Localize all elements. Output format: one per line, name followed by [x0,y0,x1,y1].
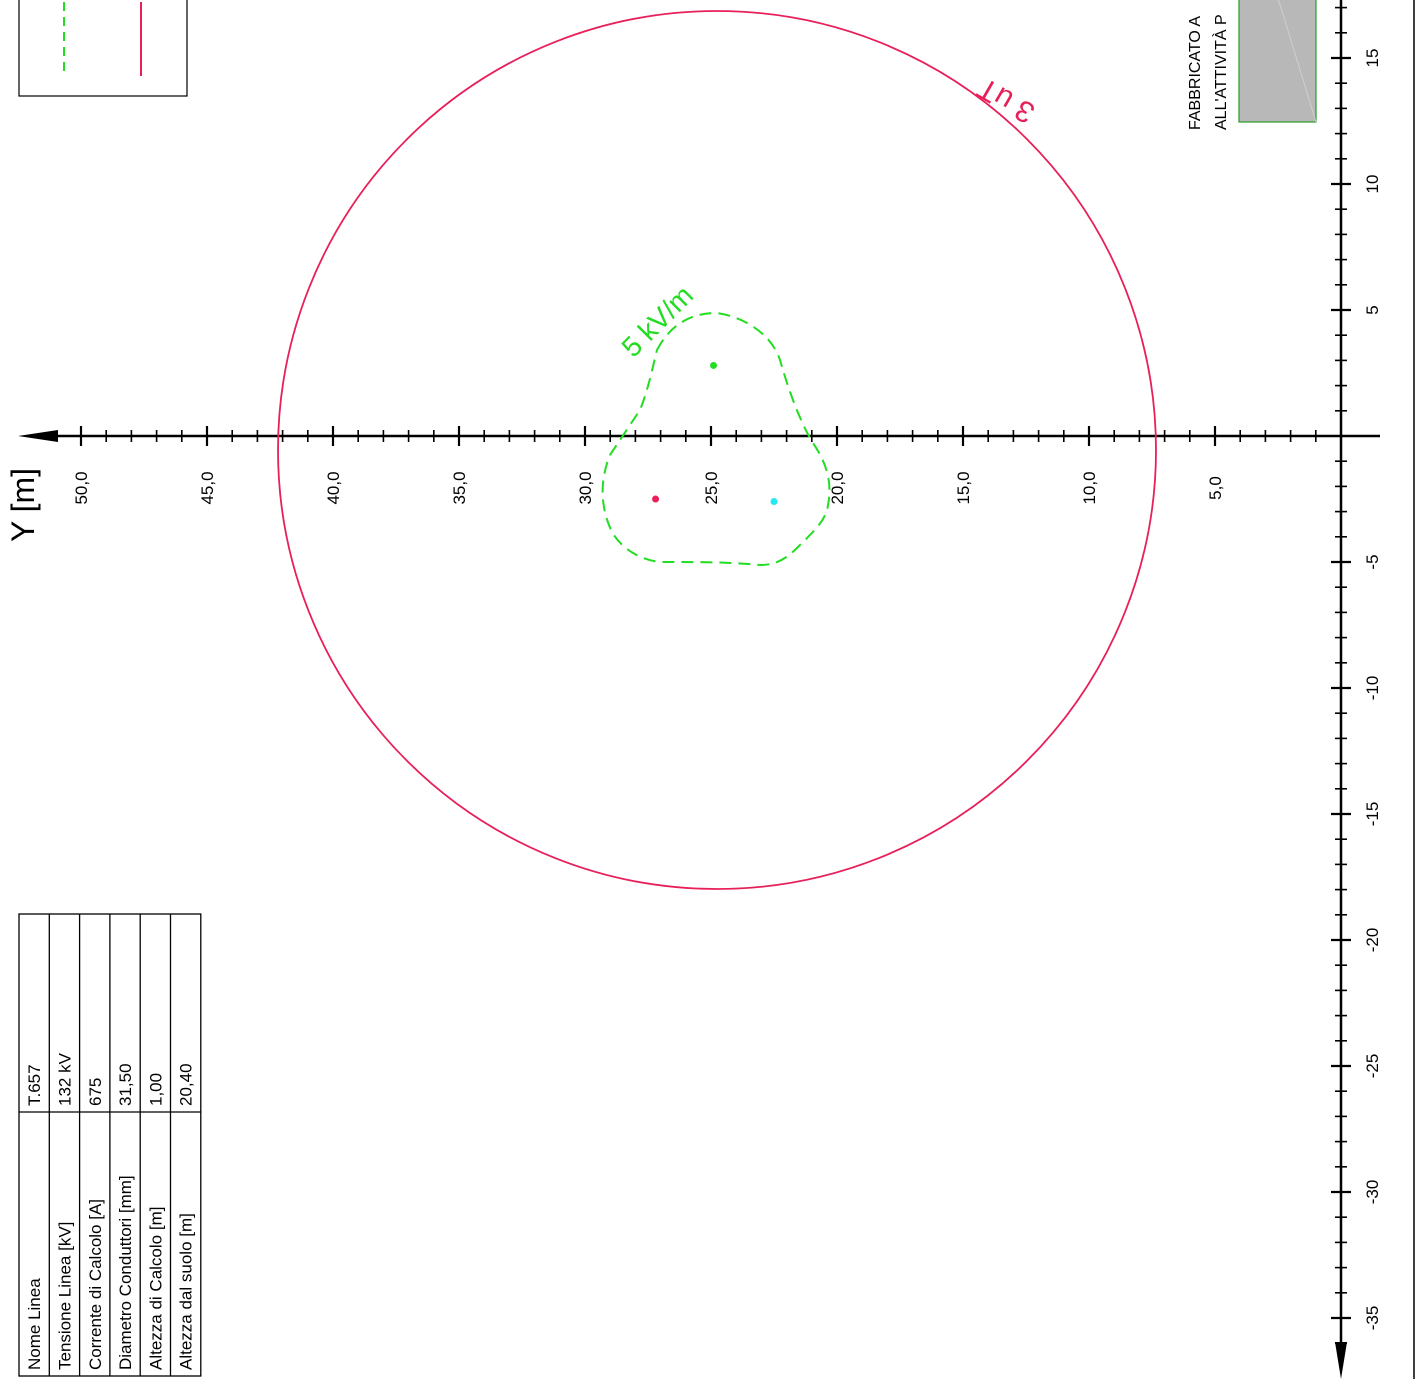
table-row-value: 31,50 [116,1063,135,1106]
building-hatch [1278,0,1317,123]
y-axis-tick-label: 40,0 [324,471,343,504]
table-row-label: Altezza dal suolo [m] [177,1213,196,1370]
conductors [652,361,778,506]
y-axis-tick-label: 10,0 [1080,471,1099,504]
field-contour: 5 kV/m [601,280,831,567]
x-axis-tick-label: -10 [1363,676,1382,701]
x-axis-tick-label: -15 [1363,802,1382,827]
y-axis-tick-label: 35,0 [450,471,469,504]
legend-frame [18,0,188,97]
legend-box [18,0,188,97]
building: FABBRICATO A ALL'ATTIVITÀ P [1187,0,1317,130]
y-axis-arrow [18,430,58,442]
conductor-left [652,495,660,503]
x-axis-tick-label: 15 [1363,49,1382,68]
y-axis-tick-label: 30,0 [576,471,595,504]
table-row-label: Diametro Conduttori [mm] [116,1175,135,1370]
table-row-value: 132 kV [55,1052,74,1106]
x-axis-arrow [1335,1342,1347,1379]
y-axis-tick-label: 15,0 [954,471,973,504]
building-shape [1238,0,1317,123]
y-axis: 50,0 45,0 40,0 35,0 30,0 25,0 20,0 15,0 10,0 5,0 … [5,426,1380,542]
induction-circle [277,10,1157,890]
y-axis-tick-label: 50,0 [72,471,91,504]
x-axis-tick-label: 10 [1363,175,1382,194]
x-axis-tick-label: -5 [1363,554,1382,569]
y-axis-tick-label: 45,0 [198,471,217,504]
x-axis-tick-label: -35 [1363,1306,1382,1331]
y-axis-title: Y [m] [5,468,41,542]
table-row-label: Corrente di Calcolo [A] [86,1199,105,1370]
table-row-label: Altezza di Calcolo [m] [146,1207,165,1370]
conductor-right [770,498,778,506]
x-axis-tick-label: 5 [1363,305,1382,314]
y-axis-tick-label: 25,0 [702,471,721,504]
table-row-label: Nome Linea [25,1278,44,1370]
y-axis-tick-label: 20,0 [828,471,847,504]
field-contour-path [601,311,831,567]
table-row-value: 1,00 [146,1073,165,1106]
building-label-1: FABBRICATO A [1187,16,1204,130]
table-row-label: Tensione Linea [kV] [55,1222,74,1370]
x-axis-tick-label: -30 [1363,1180,1382,1205]
x-axis-tick-label: -20 [1363,928,1382,953]
x-axis-ticks: 15 10 5 -5 -10 -15 -20 -25 -30 -35 [1331,6,1382,1344]
x-axis: 15 10 5 -5 -10 -15 -20 -25 -30 -35 [1331,0,1382,1379]
table-row-value: T.657 [25,1064,44,1106]
x-axis-tick-label: -25 [1363,1054,1382,1079]
induction-contour: 3 uT [277,10,1157,890]
building-label-2: ALL'ATTIVITÀ P [1211,14,1230,130]
y-axis-tick-label: 5,0 [1206,476,1225,500]
line-data-table: Nome Linea T.657 Tensione Linea [kV] 132 kV… [18,913,202,1377]
table-row-value: 20,40 [177,1063,196,1106]
y-axis-ticks: 50,0 45,0 40,0 35,0 30,0 25,0 20,0 15,0 10,0 5,0 [72,426,1317,505]
table-row-value: 675 [86,1078,105,1106]
conductor-top [710,361,718,369]
